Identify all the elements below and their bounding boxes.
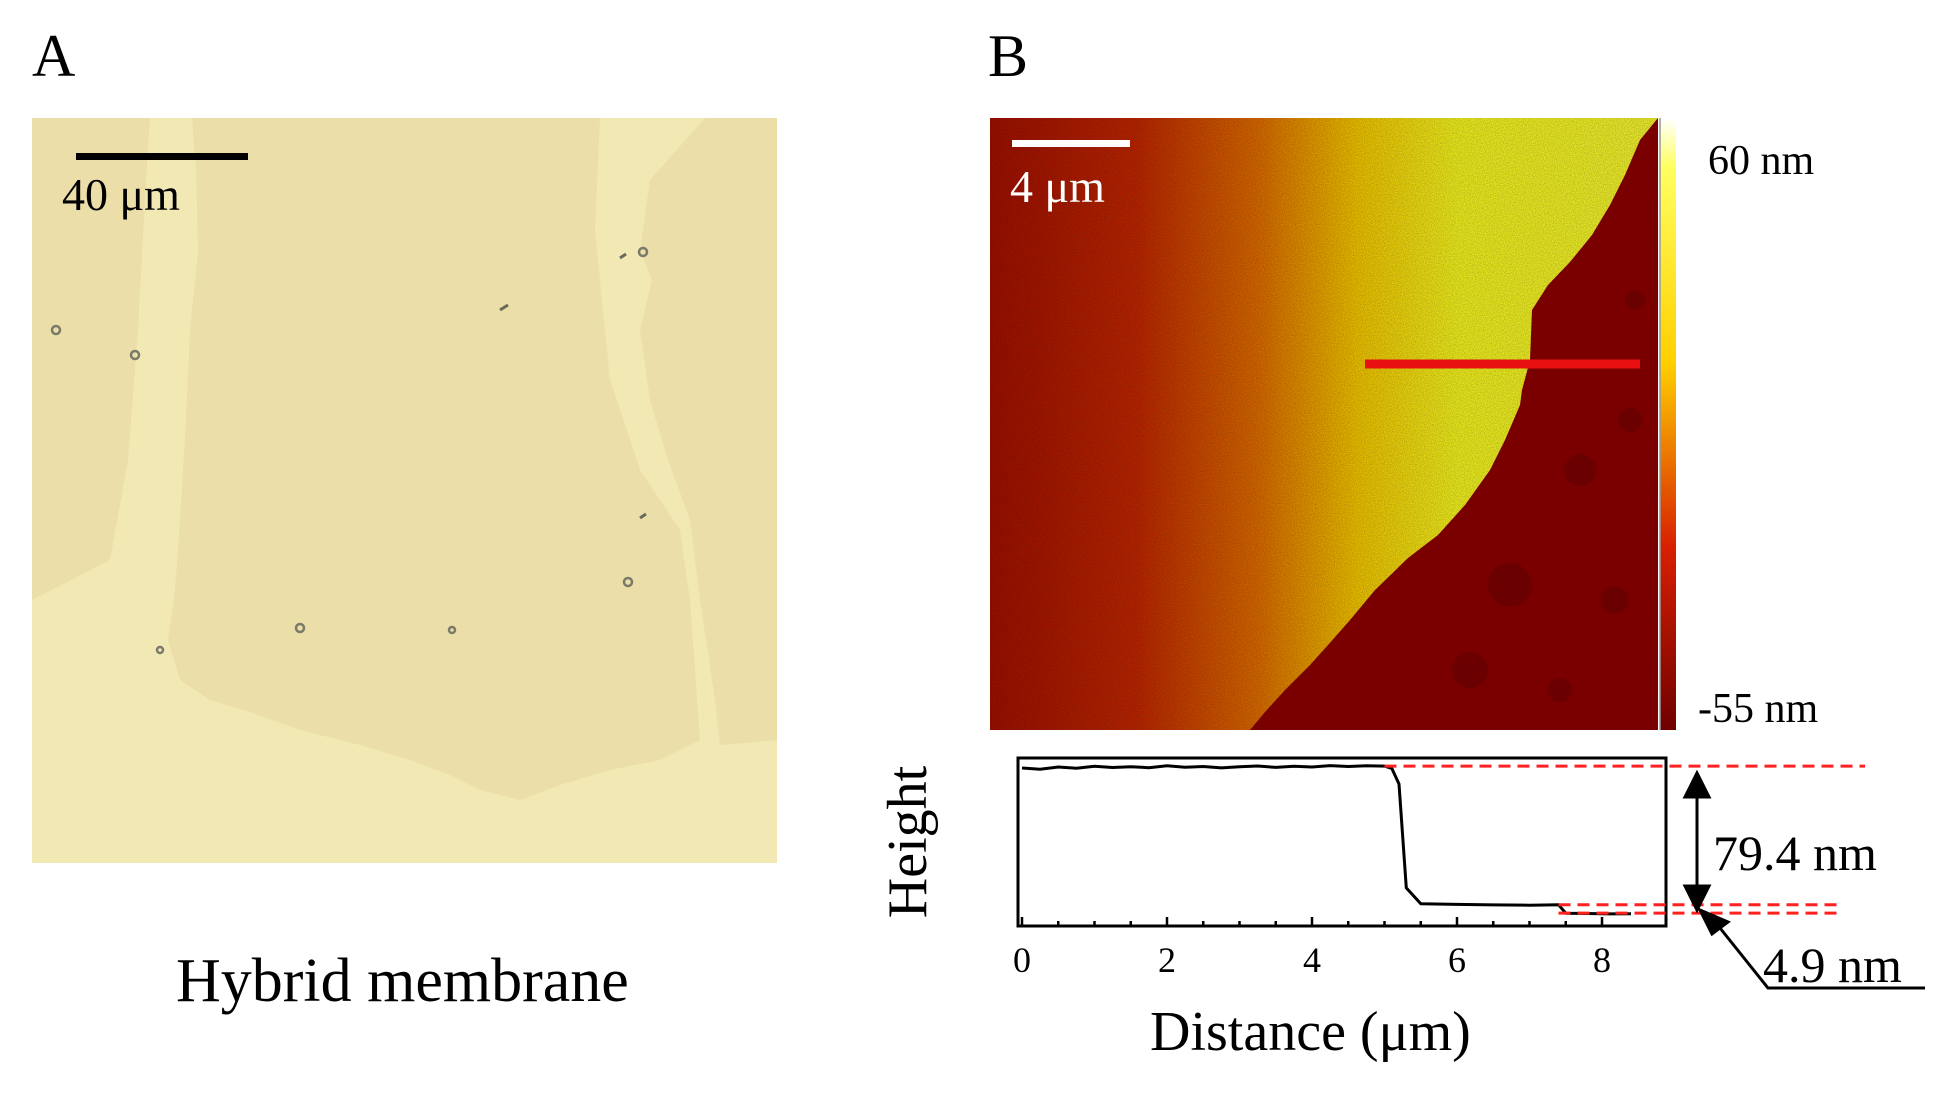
scale-bar-a (76, 153, 248, 160)
hybrid-membrane-caption: Hybrid membrane (176, 947, 629, 1015)
colorbar-max-label: 60 nm (1708, 138, 1815, 184)
height-profile-chart (1016, 756, 1925, 990)
x-tick-label: 4 (1303, 940, 1321, 980)
panel-label-a: A (32, 23, 76, 89)
plot-frame (1016, 756, 1668, 928)
x-tick-label: 8 (1593, 940, 1611, 980)
colorbar-min-label: -55 nm (1698, 686, 1819, 732)
afm-image-b (990, 118, 1658, 730)
y-axis-title: Height (877, 690, 964, 918)
step-height-label: 79.4 nm (1713, 825, 1877, 881)
micrograph-debris (50, 246, 649, 655)
scale-bar-a-label: 40 μm (62, 169, 180, 220)
scale-bar-b (1012, 140, 1130, 147)
x-axis-title: Distance (μm) (1150, 1001, 1471, 1063)
afm-substrate-spots (1452, 290, 1645, 702)
colorbar (1660, 118, 1676, 730)
panel-label-b: B (988, 23, 1029, 89)
series-profile (1021, 764, 1632, 916)
micrograph-a (32, 118, 777, 863)
afm-substrate-region (1250, 118, 1658, 730)
x-ticks (1020, 917, 1604, 926)
x-tick-label: 6 (1448, 940, 1466, 980)
micrograph-scratches (499, 252, 647, 520)
x-tick-label: 0 (1013, 940, 1031, 980)
small-step-leader (1696, 907, 1925, 990)
x-tick-label: 2 (1158, 940, 1176, 980)
y-axis-title-text: Height (877, 765, 939, 919)
step-height-arrow (1682, 769, 1712, 914)
membrane-region (32, 118, 777, 800)
scale-bar-b-label: 4 μm (1010, 161, 1105, 212)
small-step-label: 4.9 nm (1763, 937, 1902, 993)
